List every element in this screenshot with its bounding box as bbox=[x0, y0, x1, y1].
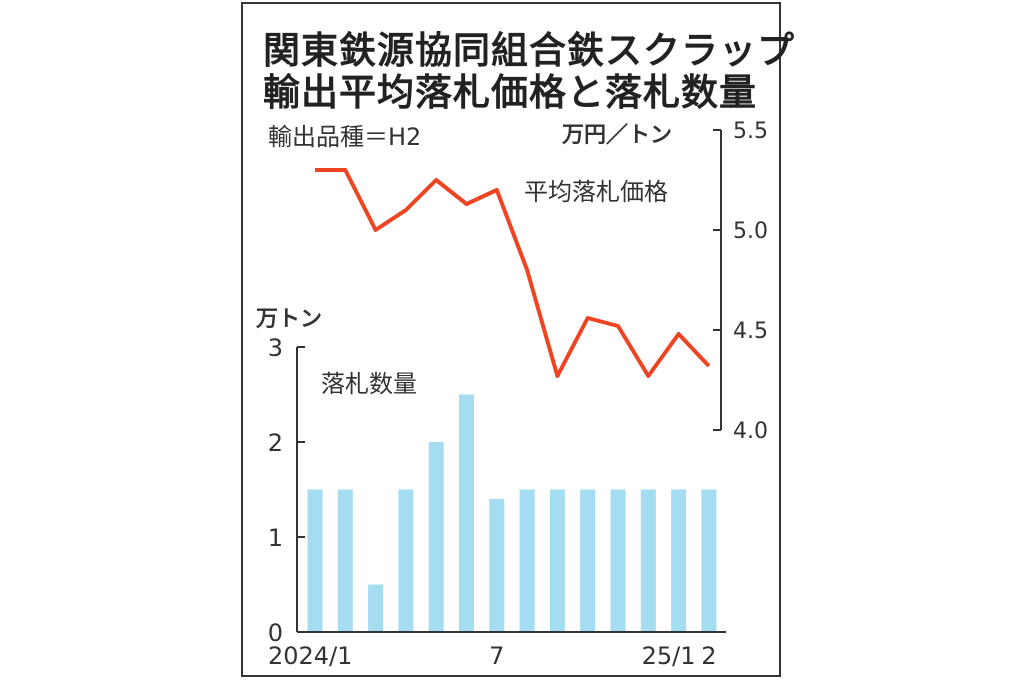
chart-frame bbox=[241, 2, 781, 677]
price-unit-label: 万円／トン bbox=[562, 123, 673, 148]
price-tick-label: 4.0 bbox=[733, 419, 768, 444]
quantity-series-label: 落札数量 bbox=[321, 370, 417, 398]
quantity-bar bbox=[337, 489, 353, 632]
price-series-label: 平均落札価格 bbox=[524, 178, 668, 206]
quantity-tick-label: 1 bbox=[268, 524, 283, 552]
x-tick-label: 7 bbox=[489, 642, 504, 670]
x-tick-label: 2024/1 bbox=[268, 642, 352, 670]
quantity-bar bbox=[610, 489, 626, 632]
quantity-bar bbox=[549, 489, 565, 632]
quantity-bar bbox=[398, 489, 414, 632]
quantity-bar bbox=[489, 499, 505, 632]
quantity-axis: 0 1 2 3 bbox=[268, 334, 305, 647]
chart-title-line-2: 輸出平均落札価格と落札数量 bbox=[263, 71, 757, 114]
quantity-bar bbox=[428, 442, 444, 632]
quantity-bars bbox=[307, 394, 717, 632]
quantity-unit-label: 万トン bbox=[256, 307, 323, 332]
quantity-bar bbox=[640, 489, 656, 632]
chart-title-line-1: 関東鉄源協同組合鉄スクラップ bbox=[263, 29, 795, 72]
price-tick-label: 5.5 bbox=[733, 119, 768, 144]
quantity-bar bbox=[459, 394, 474, 632]
quantity-bar bbox=[519, 489, 535, 632]
quantity-bar bbox=[307, 489, 323, 632]
price-line bbox=[315, 168, 711, 378]
price-tick-label: 4.5 bbox=[733, 319, 768, 344]
quantity-bar bbox=[701, 489, 717, 632]
quantity-tick-label: 2 bbox=[268, 429, 283, 457]
x-tick-label: 2 bbox=[701, 642, 716, 670]
quantity-tick-label: 0 bbox=[268, 619, 283, 647]
quantity-bar bbox=[368, 584, 384, 632]
price-tick-label: 5.0 bbox=[733, 219, 768, 244]
chart-subtitle: 輸出品種＝H2 bbox=[268, 123, 422, 151]
price-axis: 4.0 4.5 5.0 5.5 bbox=[713, 119, 768, 444]
x-tick-label: 25/1 bbox=[642, 642, 696, 670]
quantity-bar bbox=[671, 489, 687, 632]
quantity-tick-label: 3 bbox=[268, 334, 283, 362]
quantity-bar bbox=[580, 489, 596, 632]
x-axis: 2024/1 7 25/1 2 bbox=[268, 631, 726, 670]
